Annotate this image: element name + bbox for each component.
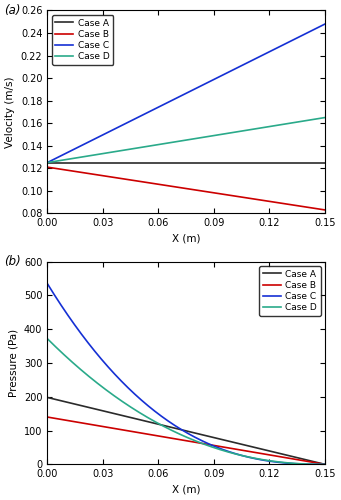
Case A [273, 160, 277, 166]
Case D [210, 444, 214, 450]
Case A [273, 450, 277, 456]
X-axis label: X (m): X (m) [172, 485, 201, 495]
Case D [273, 458, 277, 464]
Legend: Case A, Case B, Case C, Case D: Case A, Case B, Case C, Case D [259, 266, 321, 316]
Case D [273, 122, 277, 128]
Case D [177, 431, 181, 437]
Legend: Case A, Case B, Case C, Case D: Case A, Case B, Case C, Case D [52, 15, 113, 65]
Case C [316, 462, 321, 468]
Case B [273, 453, 277, 459]
Case B [323, 207, 327, 213]
Line: Case D: Case D [47, 118, 325, 162]
Case D [195, 438, 199, 444]
Case D [210, 133, 214, 139]
Line: Case C: Case C [47, 24, 325, 162]
Case A [177, 160, 181, 166]
Case D [195, 135, 199, 141]
Line: Case B: Case B [47, 167, 325, 210]
Case B [179, 437, 183, 443]
Case B [210, 442, 214, 448]
Case C [195, 84, 199, 90]
Case C [323, 21, 327, 27]
Case B [316, 460, 321, 466]
Case B [177, 436, 181, 442]
Case A [210, 434, 214, 440]
Case B [273, 199, 277, 205]
Case D [323, 462, 327, 468]
Case C [273, 46, 277, 52]
Case B [177, 184, 181, 190]
Case A [179, 160, 183, 166]
Case D [316, 462, 321, 468]
Case A [323, 160, 327, 166]
Case C [177, 425, 181, 431]
Case A [323, 462, 327, 468]
Line: Case B: Case B [47, 417, 325, 465]
Case D [177, 138, 181, 144]
Case C [179, 426, 183, 432]
Case B [210, 190, 214, 196]
Case C [45, 160, 49, 166]
Case B [45, 414, 49, 420]
Line: Case D: Case D [47, 338, 325, 464]
Text: (a): (a) [4, 4, 21, 18]
Case A [316, 160, 321, 166]
Case A [45, 160, 49, 166]
Case A [177, 426, 181, 432]
Case A [316, 460, 321, 466]
Case B [195, 188, 199, 194]
Y-axis label: Pressure (Pa): Pressure (Pa) [8, 329, 18, 397]
Case D [45, 160, 49, 166]
Case A [195, 160, 199, 166]
Text: (b): (b) [4, 256, 21, 268]
Case D [323, 114, 327, 120]
Case C [273, 459, 277, 465]
Case C [210, 442, 214, 448]
Case D [316, 116, 321, 121]
Case B [195, 440, 199, 446]
Case B [179, 184, 183, 190]
Case C [195, 436, 199, 442]
X-axis label: X (m): X (m) [172, 234, 201, 244]
Line: Case C: Case C [47, 284, 325, 465]
Case A [179, 426, 183, 432]
Case C [177, 94, 181, 100]
Case B [323, 462, 327, 468]
Case D [179, 138, 183, 144]
Case D [45, 336, 49, 342]
Case C [323, 462, 327, 468]
Y-axis label: Velocity (m/s): Velocity (m/s) [5, 76, 15, 148]
Line: Case A: Case A [47, 398, 325, 464]
Case C [45, 280, 49, 286]
Case C [316, 24, 321, 30]
Case B [316, 206, 321, 212]
Case B [45, 164, 49, 170]
Case C [179, 93, 183, 99]
Case A [195, 430, 199, 436]
Case D [179, 432, 183, 438]
Case C [210, 77, 214, 83]
Case A [210, 160, 214, 166]
Case A [45, 394, 49, 400]
